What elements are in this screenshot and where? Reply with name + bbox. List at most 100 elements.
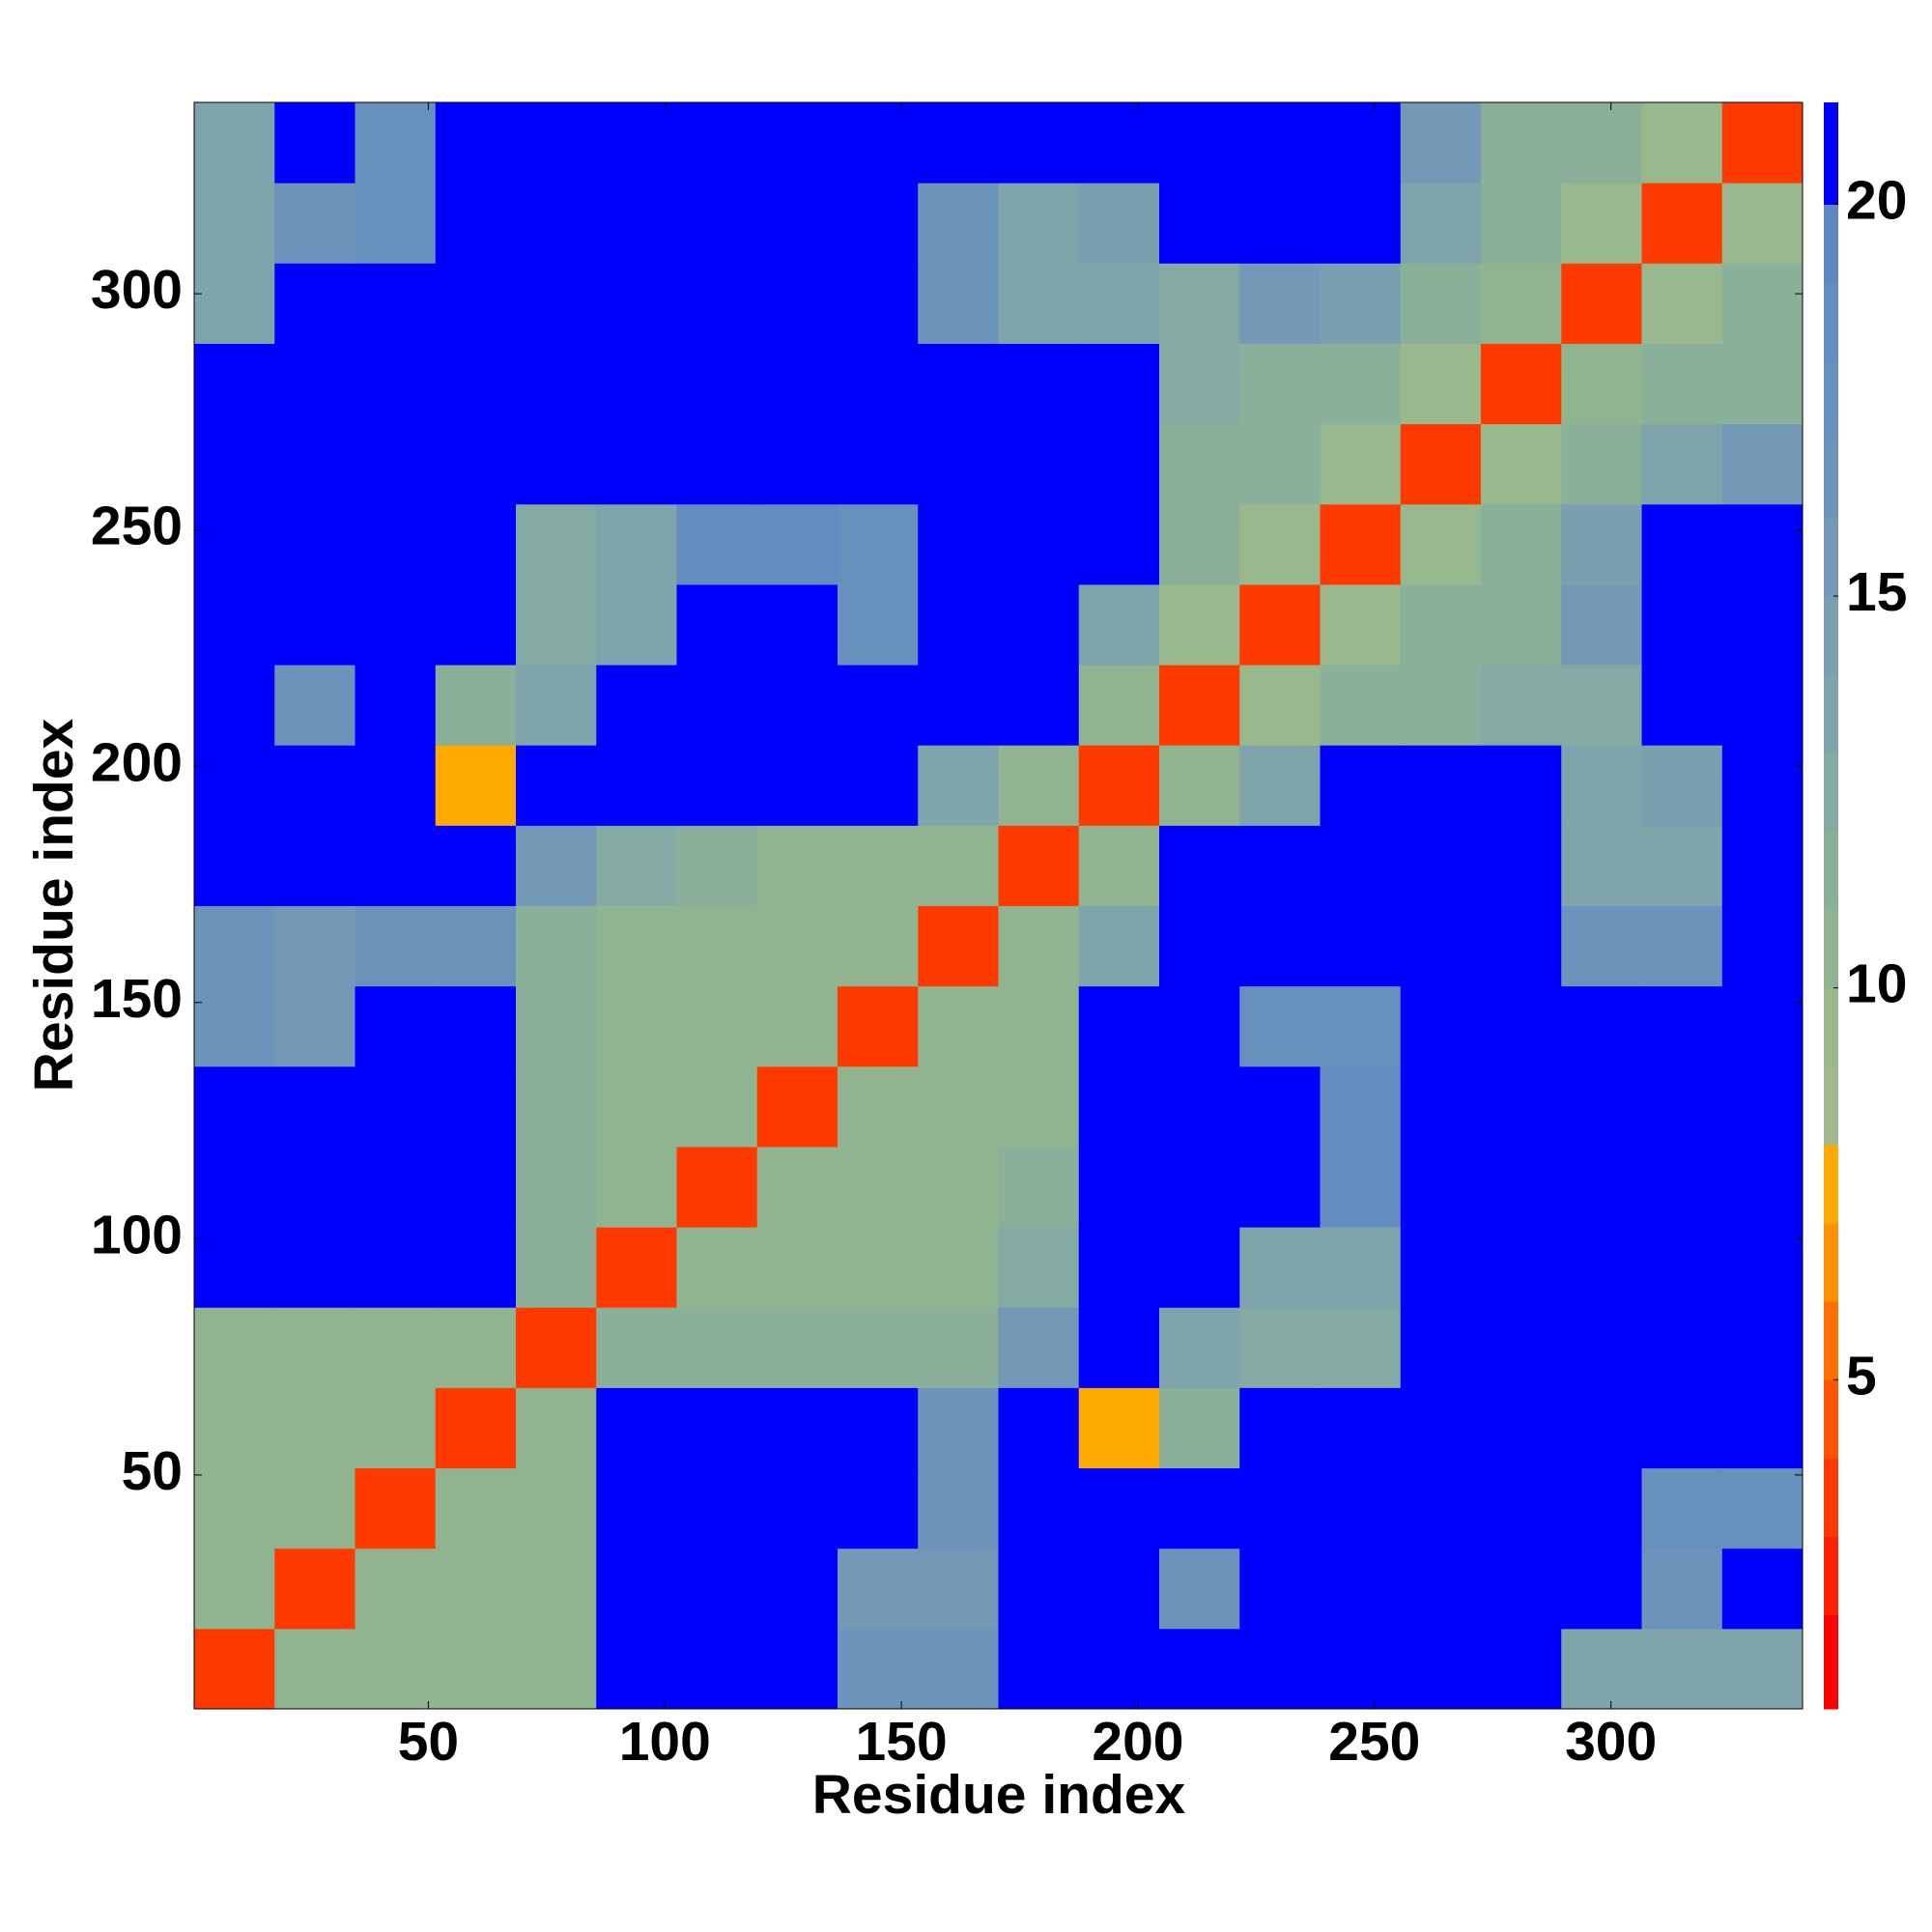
heatmap-cell xyxy=(1320,102,1402,184)
heatmap-cell xyxy=(1320,1146,1402,1228)
heatmap-cell xyxy=(1481,423,1562,505)
heatmap-cell xyxy=(596,183,677,264)
heatmap-cell xyxy=(1721,1628,1804,1710)
heatmap-cell xyxy=(1481,1065,1562,1148)
heatmap-cell xyxy=(998,905,1080,987)
x-tick-label: 300 xyxy=(1565,1711,1657,1773)
heatmap-cell xyxy=(918,423,999,505)
heatmap-cell xyxy=(1159,423,1240,505)
heatmap-cell xyxy=(756,583,838,666)
heatmap-cell xyxy=(516,1065,597,1148)
colorbar-band xyxy=(1824,360,1838,440)
colorbar-band xyxy=(1824,102,1838,205)
heatmap-cell xyxy=(676,1307,758,1388)
heatmap-cell xyxy=(838,1146,919,1228)
heatmap-cell xyxy=(1239,1387,1321,1469)
heatmap-cell xyxy=(1320,905,1402,987)
heatmap-cell xyxy=(355,1065,437,1148)
colorbar-band xyxy=(1824,909,1838,989)
x-axis-label: Residue index xyxy=(812,1764,1186,1826)
heatmap-cell xyxy=(1159,985,1240,1067)
heatmap-cell xyxy=(998,423,1080,505)
heatmap-cell xyxy=(1400,1227,1482,1308)
heatmap-cell xyxy=(516,1467,597,1549)
heatmap-cell xyxy=(676,1065,758,1148)
heatmap-cell xyxy=(838,1467,919,1549)
heatmap-cell xyxy=(1641,1387,1723,1469)
heatmap-cell xyxy=(355,1548,437,1630)
heatmap-cell xyxy=(1721,1146,1804,1228)
heatmap-cell xyxy=(1159,183,1240,264)
heatmap-cell xyxy=(1481,1548,1562,1630)
heatmap-cell xyxy=(596,263,677,344)
heatmap-cell xyxy=(1239,665,1321,746)
heatmap-cell xyxy=(676,665,758,746)
heatmap-cell xyxy=(1721,583,1804,666)
heatmap-cell xyxy=(998,183,1080,264)
heatmap-cell xyxy=(435,985,517,1067)
x-tick-label: 200 xyxy=(1092,1711,1183,1773)
colorbar-band xyxy=(1824,674,1838,753)
colorbar-band xyxy=(1824,1614,1838,1710)
heatmap-cell xyxy=(1320,985,1402,1067)
heatmap-cell xyxy=(1561,183,1642,264)
heatmap-cell xyxy=(274,1146,355,1228)
heatmap-cell xyxy=(1561,985,1642,1067)
heatmap-cell xyxy=(676,183,758,264)
heatmap-cell xyxy=(1400,825,1482,906)
heatmap-cell xyxy=(838,423,919,505)
heatmap-cell xyxy=(676,745,758,826)
heatmap-cell xyxy=(1721,423,1804,505)
plot-frame xyxy=(193,101,1804,1710)
heatmap-cell xyxy=(1400,423,1482,505)
heatmap-cell xyxy=(274,1227,355,1308)
heatmap-cell xyxy=(1320,183,1402,264)
heatmap-cell xyxy=(998,985,1080,1067)
heatmap-cell xyxy=(1320,423,1402,505)
heatmap-cell xyxy=(355,1146,437,1228)
heatmap-cell xyxy=(1641,102,1723,184)
heatmap-cell xyxy=(918,503,999,585)
heatmap-cell xyxy=(355,102,437,184)
heatmap-cell xyxy=(1159,745,1240,826)
heatmap-cell xyxy=(596,1387,677,1469)
heatmap-cell xyxy=(1641,1065,1723,1148)
heatmap-cell xyxy=(1320,825,1402,906)
heatmap-cell xyxy=(918,102,999,184)
heatmap-cell xyxy=(435,503,517,585)
heatmap-cell xyxy=(274,263,355,344)
heatmap-cell xyxy=(274,825,355,906)
colorbar-band xyxy=(1824,1065,1838,1146)
heatmap-cell xyxy=(756,1146,838,1228)
heatmap-cell xyxy=(1481,1307,1562,1388)
heatmap-cell xyxy=(1481,985,1562,1067)
heatmap-cell xyxy=(918,343,999,425)
heatmap-cell xyxy=(1400,263,1482,344)
heatmap-cell xyxy=(194,423,275,505)
heatmap-cell xyxy=(1320,1628,1402,1710)
heatmap-cell xyxy=(1078,1548,1160,1630)
colorbar-band xyxy=(1824,204,1838,284)
colorbar-band xyxy=(1824,1144,1838,1224)
heatmap-cell xyxy=(1078,503,1160,585)
heatmap-cell xyxy=(1721,1065,1804,1148)
heatmap-cell xyxy=(998,1628,1080,1710)
heatmap-cell xyxy=(1641,825,1723,906)
heatmap-cell xyxy=(676,1387,758,1469)
heatmap-cell xyxy=(1239,503,1321,585)
heatmap-cell xyxy=(435,102,517,184)
heatmap-cell xyxy=(1561,665,1642,746)
heatmap-cell xyxy=(355,1227,437,1308)
heatmap-cell xyxy=(516,825,597,906)
heatmap-cell xyxy=(1159,583,1240,666)
heatmap-cell xyxy=(998,343,1080,425)
heatmap-cell xyxy=(1481,1146,1562,1228)
heatmap-cell xyxy=(1078,343,1160,425)
heatmap-cell xyxy=(918,583,999,666)
heatmap-cell xyxy=(756,503,838,585)
heatmap-cell xyxy=(918,745,999,826)
heatmap-cell xyxy=(274,503,355,585)
heatmap-cell xyxy=(1320,665,1402,746)
heatmap-cell xyxy=(516,583,597,666)
heatmap-cell xyxy=(194,343,275,425)
